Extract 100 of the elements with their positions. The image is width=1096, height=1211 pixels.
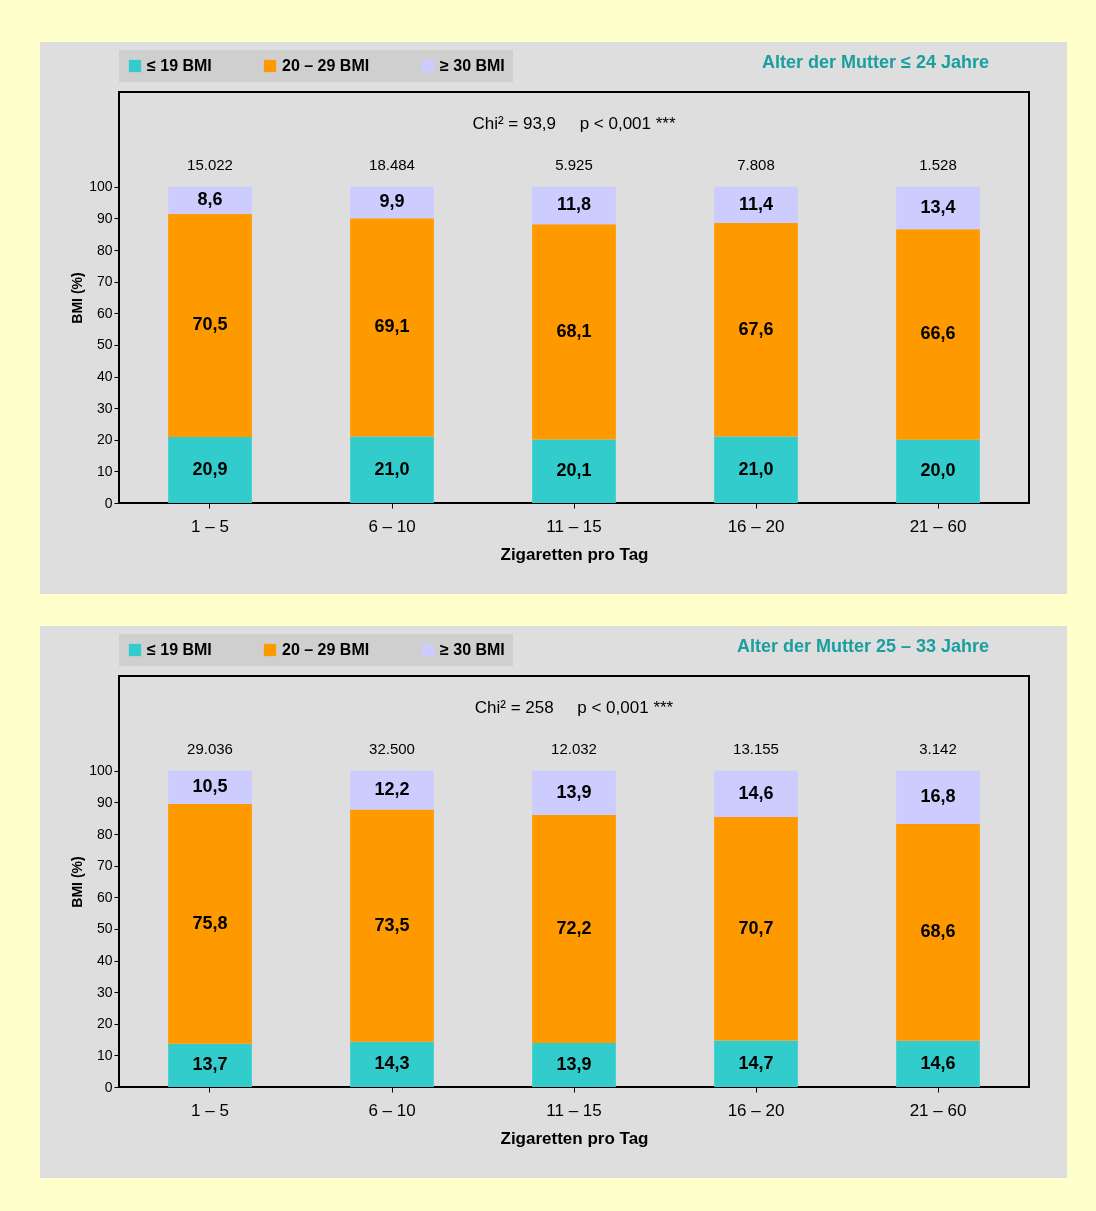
y-tick-label: 100: [89, 762, 113, 779]
chart-title: Alter der Mutter 25 – 33 Jahre: [736, 636, 989, 656]
x-axis-title: Zigaretten pro Tag: [500, 544, 649, 564]
x-tick-label: 6 – 10: [368, 1100, 416, 1120]
y-tick-label: 80: [96, 825, 113, 842]
bar: [896, 1040, 980, 1087]
bar: [532, 770, 616, 815]
data-label: 13,4: [920, 197, 956, 218]
annotation: 7.808: [737, 155, 775, 173]
data-label: 66,6: [920, 323, 956, 344]
data-label: 12,2: [374, 779, 410, 800]
bar: [714, 770, 798, 817]
data-label: 14,6: [920, 1052, 956, 1073]
annotation: Chi² = 93,9 p < 0,001 ***: [472, 114, 676, 133]
data-label: 8,6: [197, 189, 223, 210]
x-tick-label: 1 – 5: [191, 1100, 229, 1120]
annotation: 3.142: [919, 739, 957, 757]
legend-label: 20 – 29 BMI: [282, 641, 370, 658]
data-label: 11,8: [556, 194, 592, 215]
x-axis-title: Zigaretten pro Tag: [500, 1128, 649, 1148]
bar: [896, 186, 980, 230]
data-label: 75,8: [192, 912, 228, 933]
bar: [168, 214, 252, 437]
data-label: 69,1: [374, 316, 410, 337]
bar: [168, 436, 252, 503]
annotation: 1.528: [919, 155, 957, 173]
data-label: 16,8: [920, 786, 956, 807]
data-label: 13,9: [556, 1054, 592, 1075]
x-tick-label: 6 – 10: [368, 516, 416, 536]
bar: [168, 770, 252, 805]
y-tick-label: 0: [104, 494, 113, 511]
y-axis-title: BMI (%): [69, 856, 86, 908]
bar: [168, 804, 252, 1044]
data-label: 67,6: [738, 318, 774, 339]
bar: [350, 436, 434, 503]
bar: [896, 439, 980, 503]
annotation: 5.925: [555, 155, 593, 173]
bar: [896, 770, 980, 824]
data-label: 21,0: [738, 458, 774, 479]
y-tick-label: 10: [96, 462, 113, 479]
annotation: 12.032: [551, 739, 597, 757]
bar: [896, 823, 980, 1041]
y-tick-label: 90: [96, 209, 113, 226]
data-label: 72,2: [556, 917, 592, 938]
annotation: 15.022: [187, 155, 233, 173]
bar: [896, 229, 980, 440]
data-label: 70,7: [738, 917, 774, 938]
data-label: 13,7: [192, 1054, 228, 1075]
y-tick-label: 50: [96, 336, 113, 353]
data-label: 9,9: [379, 191, 405, 212]
legend-label: 20 – 29 BMI: [282, 57, 370, 74]
data-label: 20,0: [920, 460, 956, 481]
annotation: 13.155: [733, 739, 779, 757]
bar: [168, 186, 252, 215]
data-label: 10,5: [192, 776, 228, 797]
legend-label: ≥ 30 BMI: [440, 641, 505, 658]
y-tick-label: 70: [96, 857, 113, 874]
x-tick-label: 21 – 60: [909, 1100, 967, 1120]
x-tick-label: 11 – 15: [546, 516, 602, 536]
annotation: 32.500: [369, 739, 415, 757]
bar: [350, 770, 434, 810]
annotation: Chi² = 258 p < 0,001 ***: [474, 698, 674, 717]
data-label: 73,5: [374, 914, 410, 935]
y-tick-label: 80: [96, 241, 113, 258]
y-tick-label: 40: [96, 368, 113, 385]
data-label: 20,1: [556, 460, 592, 481]
x-tick-label: 16 – 20: [727, 1100, 785, 1120]
y-axis-title: BMI (%): [69, 272, 86, 324]
y-tick-label: 30: [96, 983, 113, 1000]
x-tick-label: 1 – 5: [191, 516, 229, 536]
data-label: 14,7: [738, 1052, 774, 1073]
legend-label: ≤ 19 BMI: [147, 57, 212, 74]
bar: [350, 1041, 434, 1087]
bar: [714, 436, 798, 503]
y-tick-label: 0: [104, 1078, 113, 1095]
data-label: 21,0: [374, 458, 410, 479]
bar: [714, 817, 798, 1041]
y-tick-label: 30: [96, 399, 113, 416]
bar: [168, 1043, 252, 1087]
bar: [714, 1040, 798, 1087]
bar: [532, 186, 616, 225]
data-label: 68,1: [556, 320, 592, 341]
data-label: 20,9: [192, 458, 228, 479]
y-tick-label: 90: [96, 793, 113, 810]
annotation: 18.484: [369, 155, 415, 173]
bar: [350, 186, 434, 219]
data-label: 13,9: [556, 781, 592, 802]
y-tick-label: 60: [96, 888, 113, 905]
bar: [350, 218, 434, 437]
bar: [532, 439, 616, 503]
y-tick-label: 60: [96, 304, 113, 321]
legend-label: ≤ 19 BMI: [147, 641, 212, 658]
bar: [714, 186, 798, 223]
x-tick-label: 16 – 20: [727, 516, 785, 536]
bar: [532, 814, 616, 1044]
bar: [532, 224, 616, 440]
data-label: 70,5: [192, 314, 228, 335]
y-tick-label: 20: [96, 1015, 113, 1032]
bar: [350, 809, 434, 1042]
y-tick-label: 50: [96, 920, 113, 937]
